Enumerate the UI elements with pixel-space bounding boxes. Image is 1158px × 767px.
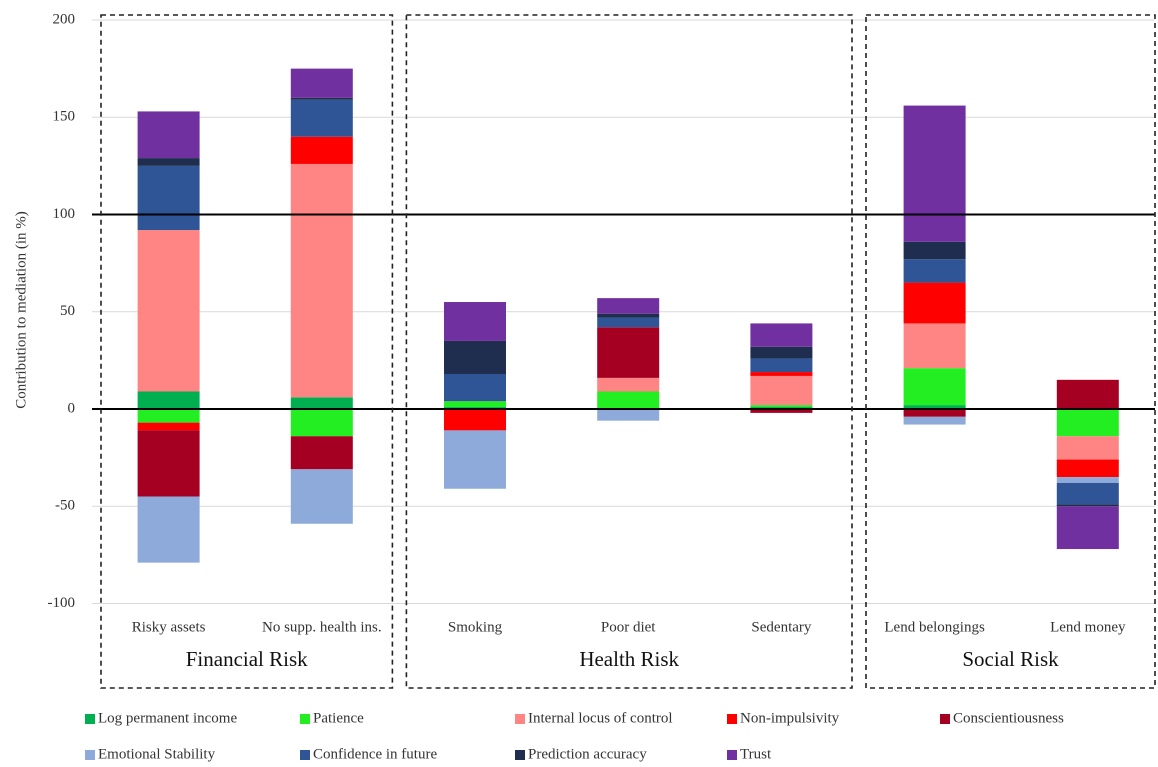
y-tick-label: -50: [55, 498, 75, 514]
bar-segment: [750, 409, 813, 413]
bar-segment: [444, 340, 506, 374]
bar-segment: [903, 405, 966, 409]
x-tick-label: Poor diet: [601, 619, 656, 635]
bar-segment: [1056, 379, 1119, 409]
bar-segment: [597, 327, 660, 378]
bar-segment: [750, 375, 813, 406]
bar-segment: [290, 409, 353, 437]
group-box: [100, 14, 394, 689]
legend-label: Log permanent income: [98, 710, 237, 726]
bar-segment: [750, 323, 813, 347]
bar-segment: [137, 391, 200, 409]
x-tick-label: Risky assets: [132, 619, 206, 635]
bar-segment: [1056, 482, 1119, 505]
bar-segment: [1056, 436, 1119, 460]
legend-swatch: [515, 714, 525, 724]
bar-segment: [444, 302, 506, 341]
bar-segment: [137, 430, 200, 497]
bar-segment: [137, 409, 200, 423]
x-tick-label: Lend money: [1050, 619, 1126, 635]
legend-label: Confidence in future: [313, 746, 437, 762]
y-tick-label: 0: [68, 400, 76, 416]
bar-segment: [444, 373, 506, 402]
legend-label: Prediction accuracy: [528, 746, 647, 762]
legend-swatch: [85, 714, 95, 724]
group-label: Financial Risk: [186, 647, 308, 671]
bar-segment: [597, 377, 660, 392]
bar-segment: [290, 136, 353, 164]
y-tick-label: 100: [53, 206, 76, 222]
bar-segment: [444, 409, 506, 431]
bar-segment: [444, 430, 506, 489]
y-tick-label: 50: [60, 303, 75, 319]
bar-segment: [750, 346, 813, 359]
group-label: Social Risk: [962, 647, 1059, 671]
bar-segment: [137, 230, 200, 392]
bar-segment: [1056, 459, 1119, 478]
legend-label: Internal locus of control: [528, 710, 673, 726]
bar-segment: [903, 105, 966, 242]
bar-segment: [1056, 506, 1119, 550]
bar-segment: [903, 416, 966, 425]
group-label: Health Risk: [579, 647, 679, 671]
bar-segment: [597, 317, 660, 328]
bar-segment: [1056, 477, 1119, 483]
bar-segment: [1056, 504, 1119, 507]
bar-segment: [903, 259, 966, 283]
legend-swatch: [727, 714, 737, 724]
legend-swatch: [727, 750, 737, 760]
bar-segment: [903, 409, 966, 417]
x-tick-label: Sedentary: [751, 619, 811, 635]
legend-swatch: [940, 714, 950, 724]
legend-label: Patience: [313, 710, 364, 726]
legend-swatch: [300, 750, 310, 760]
bar-segment: [137, 496, 200, 563]
bar-segment: [903, 323, 966, 369]
bar-segment: [137, 158, 200, 166]
legend-swatch: [300, 714, 310, 724]
bar-segment: [137, 111, 200, 159]
bar-segment: [290, 436, 353, 470]
bar-segment: [597, 298, 660, 314]
group-box: [405, 14, 853, 689]
bar-segment: [597, 409, 660, 421]
legend-label: Non-impulsivity: [740, 710, 840, 726]
bar-segment: [137, 422, 200, 431]
group-box: [865, 14, 1156, 689]
bar-segment: [290, 397, 353, 409]
legend-label: Emotional Stability: [98, 746, 216, 762]
y-tick-label: -100: [48, 595, 76, 611]
y-tick-label: 200: [53, 11, 76, 27]
bar-segment: [137, 165, 200, 231]
bar-segment: [903, 368, 966, 406]
bar-segment: [903, 282, 966, 324]
bar-segment: [597, 391, 660, 409]
legend-swatch: [515, 750, 525, 760]
bar-segment: [750, 358, 813, 373]
bar-segment: [290, 469, 353, 524]
bar-segment: [1056, 409, 1119, 437]
x-tick-label: Smoking: [448, 619, 503, 635]
legend-swatch: [85, 750, 95, 760]
bar-segment: [290, 99, 353, 137]
y-tick-label: 150: [53, 109, 76, 125]
bar-segment: [903, 241, 966, 260]
x-tick-label: No supp. health ins.: [262, 619, 382, 635]
bar-segment: [444, 401, 506, 408]
bar-segment: [597, 313, 660, 318]
y-axis-label: Contribution to mediation (in %): [13, 211, 29, 408]
legend-label: Conscientiousness: [953, 710, 1064, 726]
bar-segment: [290, 97, 353, 100]
x-tick-label: Lend belongings: [884, 619, 985, 635]
bar-segment: [290, 163, 353, 398]
legend-label: Trust: [740, 746, 772, 762]
bar-segment: [290, 68, 353, 98]
bar-segment: [750, 372, 813, 376]
bar-segment: [750, 405, 813, 408]
